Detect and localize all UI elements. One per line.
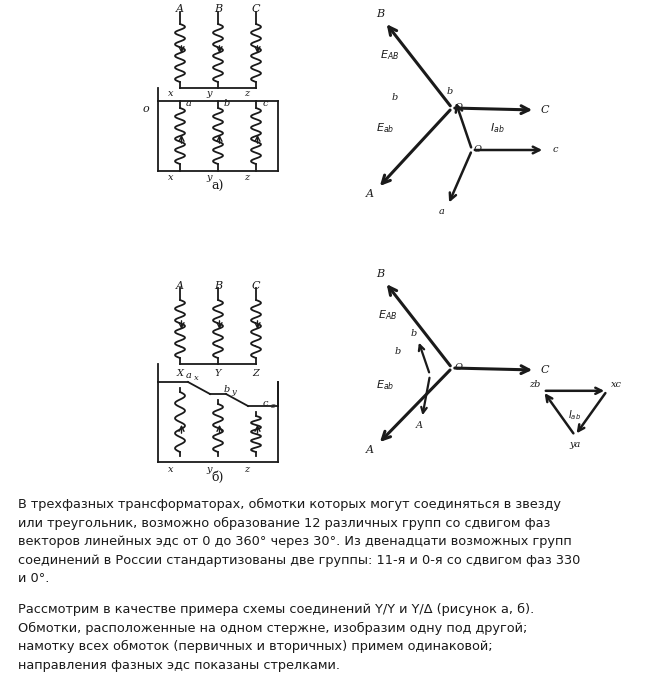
Text: c: c [552, 146, 557, 155]
Text: В трехфазных трансформаторах, обмотки которых могут соединяться в звезду
или тре: В трехфазных трансформаторах, обмотки ко… [18, 498, 580, 585]
Text: $E_{ab}$: $E_{ab}$ [376, 378, 394, 392]
Text: o: o [143, 104, 149, 114]
Text: ya: ya [570, 440, 581, 449]
Text: y: y [206, 90, 212, 99]
Text: xc: xc [610, 380, 622, 389]
Text: x: x [194, 374, 198, 382]
Text: Рассмотрим в качестве примера схемы соединений Y/Y и Y/Δ (рисунок а, б).
Обмотки: Рассмотрим в качестве примера схемы соед… [18, 603, 534, 672]
Text: y: y [206, 172, 212, 181]
Text: A: A [176, 281, 184, 291]
Text: $E_{ab}$: $E_{ab}$ [376, 121, 394, 135]
Text: zb: zb [529, 380, 541, 389]
Text: A: A [366, 445, 374, 455]
Text: A: A [415, 422, 423, 431]
Text: A: A [176, 4, 184, 14]
Text: b: b [392, 92, 398, 101]
Text: б): б) [212, 471, 224, 484]
Text: B: B [214, 4, 222, 14]
Text: $I_{ab}$: $I_{ab}$ [568, 408, 582, 422]
Text: y: y [206, 464, 212, 473]
Text: $E_{AB}$: $E_{AB}$ [381, 48, 399, 62]
Text: a: a [439, 206, 445, 215]
Text: b: b [411, 330, 417, 339]
Text: B: B [376, 9, 384, 19]
Text: $I_{ab}$: $I_{ab}$ [490, 121, 505, 135]
Text: B: B [214, 281, 222, 291]
Text: C: C [252, 281, 260, 291]
Text: x: x [168, 464, 174, 473]
Text: O: O [455, 364, 463, 373]
Text: X: X [176, 368, 184, 377]
Text: O: O [455, 104, 463, 112]
Text: b: b [224, 384, 230, 393]
Text: A: A [366, 189, 374, 199]
Text: c: c [262, 99, 268, 108]
Text: Y: Y [215, 368, 221, 377]
Text: b: b [395, 348, 401, 357]
Text: y: y [232, 388, 237, 396]
Text: x: x [168, 90, 174, 99]
Text: Z: Z [253, 368, 259, 377]
Text: b: b [224, 99, 230, 108]
Text: x: x [168, 172, 174, 181]
Text: c: c [262, 399, 268, 408]
Text: O: O [474, 146, 482, 155]
Text: z: z [245, 90, 249, 99]
Text: z: z [270, 402, 274, 410]
Text: a: a [186, 99, 192, 108]
Text: C: C [541, 365, 549, 375]
Text: а): а) [212, 179, 224, 193]
Text: b: b [447, 88, 453, 97]
Text: z: z [245, 464, 249, 473]
Text: a: a [186, 371, 192, 380]
Text: C: C [541, 105, 549, 115]
Text: z: z [245, 172, 249, 181]
Text: $E_{AB}$: $E_{AB}$ [379, 308, 397, 322]
Text: B: B [376, 269, 384, 279]
Text: C: C [252, 4, 260, 14]
